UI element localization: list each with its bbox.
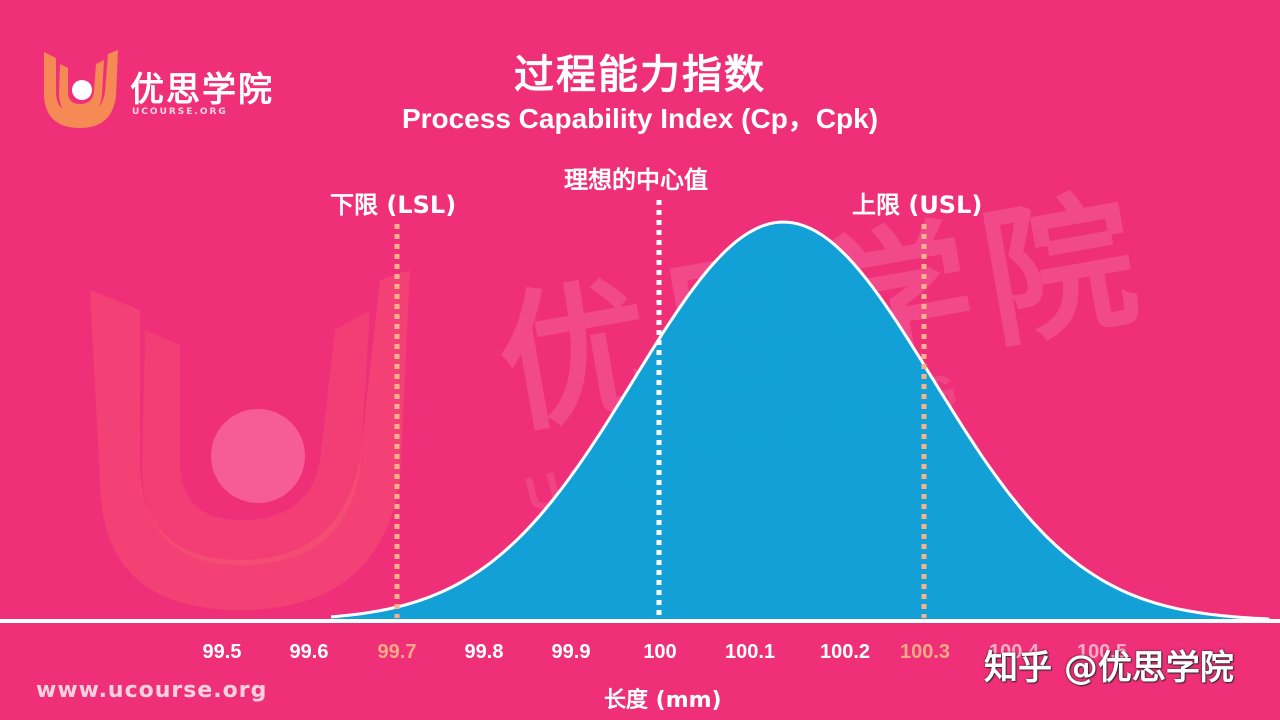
usl-label: 上限 (USL)	[852, 191, 983, 219]
page-subtitle: Process Capability Index (Cp，Cpk)	[401, 103, 879, 134]
x-tick: 99.6	[289, 641, 329, 663]
x-axis-label: 长度 (mm)	[604, 688, 722, 713]
x-tick: 100	[643, 641, 677, 663]
x-tick-usl: 100.3	[899, 641, 951, 663]
x-tick: 99.8	[464, 641, 504, 663]
x-tick-lsl: 99.7	[377, 641, 417, 663]
watermark-logo-icon	[90, 270, 410, 610]
target-label: 理想的中心值	[564, 166, 708, 194]
x-tick: 100.2	[819, 641, 871, 663]
page-title: 过程能力指数	[514, 52, 766, 98]
bell-curve-area	[331, 222, 1269, 621]
logo-subtitle: UCOURSE.ORG	[132, 107, 228, 117]
logo-name: 优思学院	[130, 70, 274, 110]
zhihu-watermark: 知乎 @优思学院	[984, 648, 1234, 688]
x-tick: 100.4	[988, 641, 1040, 663]
x-tick: 100.1	[724, 641, 776, 663]
x-tick: 100.5	[1076, 641, 1128, 663]
ucourse-logo-icon	[44, 50, 118, 128]
bell-curve-outline	[330, 220, 1270, 621]
x-tick: 99.9	[551, 641, 591, 663]
x-tick: 99.5	[202, 641, 242, 663]
lsl-label: 下限 (LSL)	[330, 191, 457, 219]
website-url: www.ucourse.org	[36, 678, 268, 703]
